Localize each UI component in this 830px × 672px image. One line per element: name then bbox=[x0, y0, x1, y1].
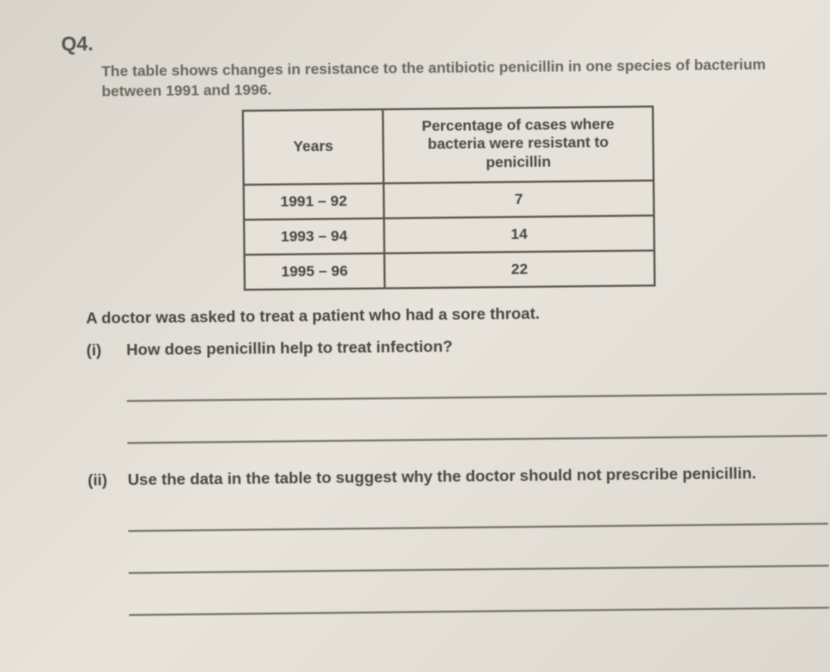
cell-years: 1991 – 92 bbox=[244, 183, 384, 219]
col-header-percentage: Percentage of cases where bacteria were … bbox=[383, 106, 654, 183]
data-table: Years Percentage of cases where bacteria… bbox=[242, 105, 656, 291]
part-ii-text-bold: not bbox=[577, 467, 602, 484]
lead-in-text: A doctor was asked to treat a patient wh… bbox=[86, 303, 782, 328]
table-row: 1991 – 92 7 bbox=[244, 180, 654, 219]
table-row: 1995 – 96 22 bbox=[244, 250, 654, 289]
cell-value: 14 bbox=[384, 215, 654, 253]
intro-text: The table shows changes in resistance to… bbox=[101, 55, 779, 103]
data-table-wrap: Years Percentage of cases where bacteria… bbox=[242, 104, 782, 291]
question-number: Q4. bbox=[61, 26, 779, 57]
table-row: 1993 – 94 14 bbox=[244, 215, 654, 254]
answer-area-ii bbox=[128, 497, 785, 616]
table-header-row: Years Percentage of cases where bacteria… bbox=[243, 106, 654, 185]
worksheet-page: Q4. The table shows changes in resistanc… bbox=[0, 0, 830, 637]
answer-area-i bbox=[127, 367, 784, 444]
cell-years: 1993 – 94 bbox=[244, 218, 384, 254]
cell-value: 22 bbox=[384, 250, 654, 288]
col-header-years: Years bbox=[243, 109, 384, 185]
answer-line[interactable] bbox=[128, 496, 828, 531]
answer-line[interactable] bbox=[129, 580, 829, 615]
part-label-ii: (ii) bbox=[88, 472, 128, 490]
part-i: (i) How does penicillin help to treat in… bbox=[86, 335, 782, 360]
answer-line[interactable] bbox=[127, 366, 827, 401]
cell-years: 1995 – 96 bbox=[244, 253, 384, 289]
part-ii-text-pre: Use the data in the table to suggest why… bbox=[128, 467, 577, 489]
part-i-text: How does penicillin help to treat infect… bbox=[126, 335, 782, 360]
part-ii-text: Use the data in the table to suggest why… bbox=[128, 465, 784, 490]
answer-line[interactable] bbox=[128, 538, 828, 573]
cell-value: 7 bbox=[384, 180, 654, 218]
part-label-i: (i) bbox=[86, 342, 126, 360]
part-ii: (ii) Use the data in the table to sugges… bbox=[88, 465, 784, 490]
part-ii-text-post: prescribe penicillin. bbox=[601, 465, 756, 484]
